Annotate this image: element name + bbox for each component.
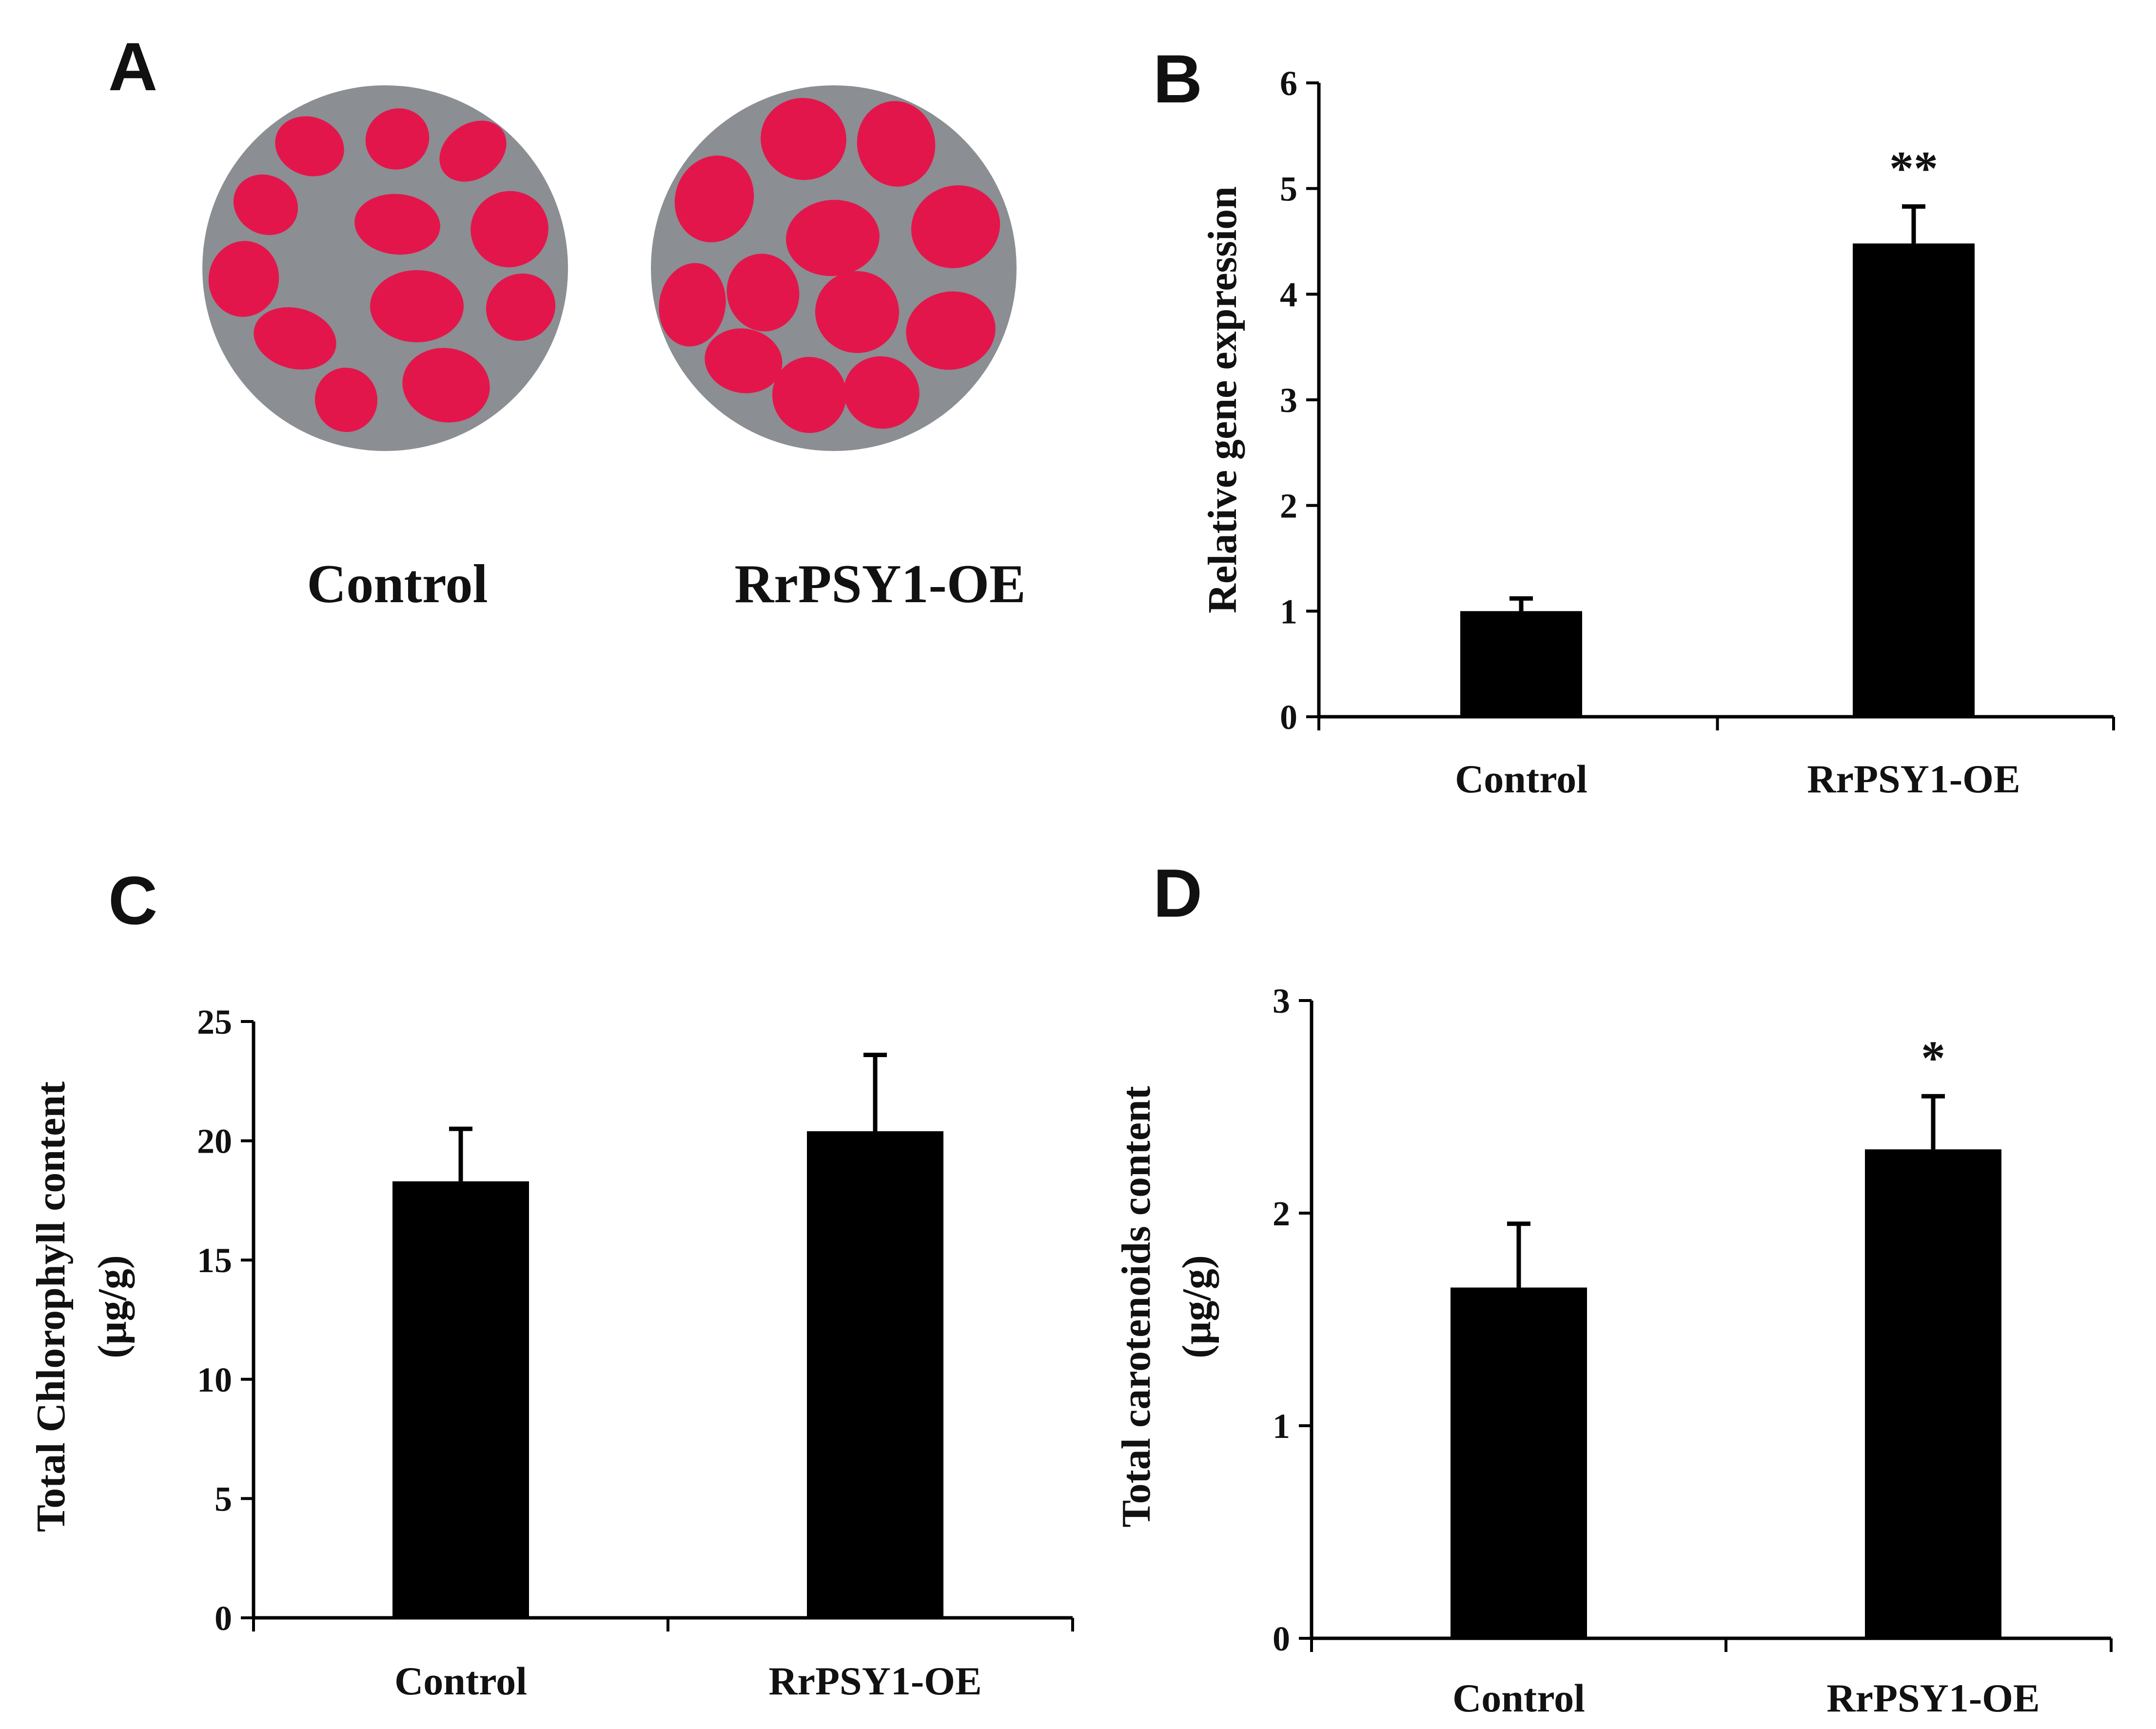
petal [911, 185, 1000, 268]
petal [761, 98, 846, 180]
petal [815, 271, 899, 354]
significance-marker: * [1921, 1031, 1945, 1085]
y-tick-label: 4 [1280, 275, 1297, 314]
x-tick-label-rrpsy1-oe: RrPSY1-OE [768, 1659, 981, 1703]
petal [208, 241, 279, 317]
panel-a: A [108, 28, 1026, 614]
panel-letter-d: D [1153, 855, 1202, 931]
bar-rrpsy1-oe [1865, 1149, 2001, 1638]
petal [314, 368, 378, 432]
y-tick-label: 3 [1280, 381, 1297, 420]
petal [470, 191, 549, 268]
petal [354, 194, 440, 255]
petal [233, 174, 298, 236]
petal [857, 101, 936, 187]
petal [705, 328, 783, 393]
y-tick-label: 0 [1273, 1619, 1290, 1658]
y-tick-label: 6 [1280, 64, 1297, 103]
y-tick-label: 5 [1280, 170, 1297, 209]
y-tick-label: 2 [1280, 487, 1297, 526]
y-tick-label: 20 [197, 1122, 232, 1161]
y-axis-label: Total carotenoids content [1114, 1086, 1159, 1527]
significance-marker: ** [1889, 141, 1938, 196]
petal [402, 348, 490, 423]
petal [486, 273, 556, 341]
label-control: Control [307, 554, 488, 614]
dish-rrpsy1-oe [651, 85, 1017, 451]
petal [439, 120, 507, 182]
y-tick-label: 15 [197, 1241, 232, 1280]
panel-letter-a: A [108, 28, 157, 105]
petal [365, 108, 430, 170]
bar-rrpsy1-oe [1853, 243, 1975, 717]
y-axis-label: Relative gene expression [1200, 186, 1245, 613]
y-axis-label: (µg/g) [1174, 1255, 1219, 1358]
x-tick-label-rrpsy1-oe: RrPSY1-OE [1807, 757, 2020, 801]
chart-gene-expression: B ** 0 1 2 3 4 5 6 Control RrPSY1-OE Relative gene… [1153, 40, 2115, 801]
bar-control [1460, 611, 1582, 717]
panel-letter-c: C [108, 862, 157, 939]
y-tick-label: 3 [1273, 982, 1290, 1021]
bar-control [392, 1181, 529, 1618]
label-rrpsy1-oe: RrPSY1-OE [734, 554, 1025, 614]
petal [786, 199, 880, 276]
petal [254, 307, 336, 370]
chart-chlorophyll: C 0 5 10 15 20 25 Control RrPSY1-OE Total Chloro… [28, 862, 1074, 1703]
y-axis-label: (µg/g) [90, 1255, 135, 1358]
y-tick-label: 1 [1280, 592, 1297, 631]
y-tick-label: 0 [1280, 698, 1297, 737]
bar-control [1450, 1287, 1587, 1638]
y-tick-label: 25 [197, 1002, 232, 1041]
petal [726, 254, 800, 332]
x-tick-label-rrpsy1-oe: RrPSY1-OE [1826, 1676, 2039, 1720]
petals-control [208, 108, 556, 432]
petal [843, 356, 920, 429]
petals-rrpsy1-oe [659, 98, 1000, 433]
petal [659, 263, 726, 347]
y-tick-label: 1 [1273, 1407, 1290, 1446]
bar-rrpsy1-oe [807, 1131, 943, 1618]
petal [906, 291, 996, 370]
y-axis-label: Total Chlorophyll content [28, 1081, 74, 1532]
y-tick-label: 0 [215, 1599, 232, 1638]
petal [772, 357, 847, 433]
petal [674, 156, 754, 242]
panel-letter-b: B [1153, 40, 1202, 117]
petal [370, 270, 464, 342]
x-tick-label-control: Control [1455, 757, 1588, 801]
y-tick-label: 10 [197, 1360, 232, 1399]
x-tick-label-control: Control [1452, 1676, 1585, 1720]
x-tick-label-control: Control [394, 1659, 527, 1703]
petal [275, 116, 344, 177]
chart-carotenoids: D * 0 1 2 3 Control RrPSY1-OE Total carotenoids… [1114, 855, 2113, 1720]
dish-control [202, 85, 568, 451]
y-tick-label: 5 [215, 1479, 232, 1518]
y-tick-label: 2 [1273, 1194, 1290, 1233]
